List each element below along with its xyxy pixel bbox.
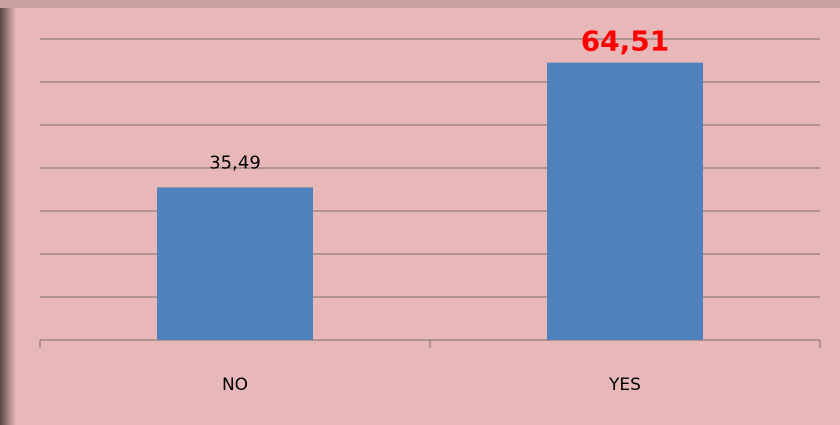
x-tick-label: YES (608, 375, 641, 395)
background (0, 0, 840, 425)
bar (157, 187, 313, 340)
chart: NO 35,49 YES 64,51 (0, 0, 840, 425)
photo-edge (0, 0, 840, 8)
data-label: 64,51 (581, 25, 670, 58)
x-tick-label: NO (222, 375, 248, 395)
data-label: 35,49 (209, 152, 261, 173)
bar (547, 63, 703, 340)
photo-edge (0, 0, 16, 425)
